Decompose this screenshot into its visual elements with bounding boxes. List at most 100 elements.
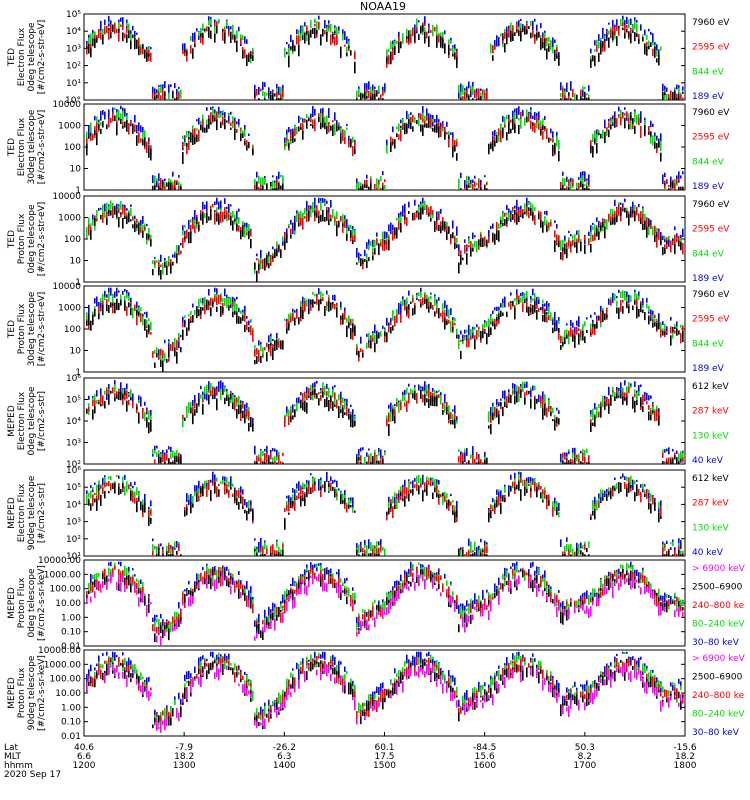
y-axis-label-line: [#/cm2-s-str-eV] [37, 110, 47, 185]
flux-point [136, 314, 138, 326]
flux-point [334, 112, 336, 121]
flux-point [458, 91, 460, 99]
flux-point [558, 53, 560, 66]
flux-point [182, 316, 184, 323]
flux-point [276, 462, 278, 464]
flux-point [630, 295, 632, 302]
flux-point [440, 392, 442, 396]
flux-point [276, 98, 278, 100]
flux-point [554, 503, 556, 512]
flux-point [348, 224, 350, 228]
flux-point [102, 301, 104, 307]
flux-point [658, 501, 660, 509]
flux-point [646, 217, 648, 230]
flux-point [150, 321, 152, 331]
flux-point [452, 317, 454, 321]
flux-point [518, 20, 520, 28]
flux-point [130, 490, 132, 501]
flux-point [540, 492, 542, 499]
flux-point [352, 146, 354, 157]
flux-point [314, 485, 316, 492]
flux-point [664, 461, 666, 464]
flux-point [536, 32, 538, 40]
flux-point [608, 129, 610, 138]
flux-point [94, 217, 96, 226]
flux-point [676, 93, 678, 100]
flux-point [126, 216, 128, 225]
flux-point [278, 451, 280, 457]
flux-point [452, 132, 454, 143]
flux-point [474, 339, 476, 350]
flux-point [526, 295, 528, 302]
flux-point [496, 497, 498, 501]
flux-point [566, 543, 568, 552]
y-tick-label: 10⁴ [66, 417, 81, 427]
flux-point [624, 208, 626, 213]
flux-point [330, 568, 332, 578]
flux-point [308, 118, 310, 122]
flux-point [342, 493, 344, 502]
flux-point [506, 396, 508, 407]
flux-point [142, 132, 144, 144]
flux-point [510, 214, 512, 219]
flux-point [532, 20, 534, 32]
flux-point [546, 40, 548, 47]
flux-point [638, 117, 640, 126]
flux-point [610, 216, 612, 226]
flux-point [422, 394, 424, 403]
flux-point [144, 493, 146, 506]
flux-point [554, 49, 556, 61]
flux-point [372, 544, 374, 551]
flux-point [260, 258, 262, 270]
flux-point [328, 108, 330, 118]
flux-point [180, 242, 182, 246]
flux-point [640, 397, 642, 407]
flux-point [398, 217, 400, 223]
flux-point [124, 207, 126, 220]
flux-point [232, 394, 234, 406]
flux-point [182, 225, 184, 231]
flux-point [386, 145, 388, 154]
flux-point [552, 506, 554, 517]
flux-point [602, 395, 604, 407]
flux-point [136, 135, 138, 146]
flux-point [370, 336, 372, 340]
flux-point [606, 219, 608, 230]
flux-point [260, 341, 262, 346]
flux-point [654, 411, 656, 422]
flux-point [308, 30, 310, 38]
flux-point [190, 320, 192, 323]
flux-point [436, 124, 438, 133]
flux-point [218, 381, 220, 392]
flux-point [224, 485, 226, 495]
flux-point [568, 179, 570, 186]
flux-point [248, 326, 250, 333]
flux-point [120, 201, 122, 210]
flux-point [182, 143, 184, 148]
flux-point [292, 494, 294, 501]
flux-point [638, 213, 640, 222]
flux-point [114, 115, 116, 121]
y-axis-label-line: [#/cm2-s-str] [37, 391, 47, 451]
flux-point [598, 52, 600, 62]
flux-point [242, 496, 244, 506]
flux-point [558, 410, 560, 415]
flux-point [170, 461, 172, 464]
flux-point [560, 602, 562, 608]
flux-point [200, 487, 202, 494]
flux-point [584, 244, 586, 254]
flux-point [530, 109, 532, 113]
flux-point [498, 131, 500, 142]
flux-point [460, 547, 462, 551]
flux-point [110, 483, 112, 491]
flux-point [590, 314, 592, 318]
flux-point [418, 206, 420, 214]
flux-point [500, 220, 502, 225]
flux-point [158, 354, 160, 359]
y-tick-label: 10⁵ [66, 483, 81, 493]
flux-point [650, 120, 652, 128]
flux-point [660, 500, 662, 507]
flux-point [526, 109, 528, 120]
flux-point [112, 303, 114, 306]
flux-point [310, 113, 312, 119]
